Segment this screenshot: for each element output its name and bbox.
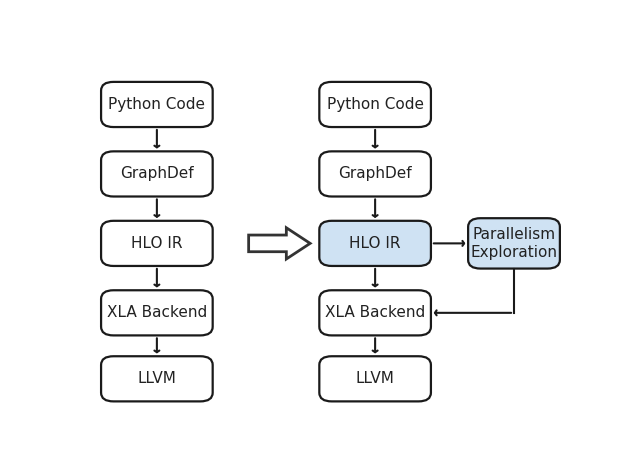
Text: HLO IR: HLO IR bbox=[131, 236, 182, 251]
Text: Python Code: Python Code bbox=[326, 97, 424, 112]
Text: XLA Backend: XLA Backend bbox=[107, 305, 207, 320]
FancyBboxPatch shape bbox=[468, 218, 560, 268]
FancyBboxPatch shape bbox=[101, 356, 212, 401]
FancyBboxPatch shape bbox=[319, 356, 431, 401]
Text: Parallelism
Exploration: Parallelism Exploration bbox=[470, 227, 557, 260]
FancyBboxPatch shape bbox=[319, 221, 431, 266]
Text: LLVM: LLVM bbox=[356, 371, 394, 387]
Text: GraphDef: GraphDef bbox=[120, 166, 194, 181]
Text: XLA Backend: XLA Backend bbox=[325, 305, 425, 320]
FancyBboxPatch shape bbox=[319, 152, 431, 197]
FancyBboxPatch shape bbox=[319, 290, 431, 336]
Text: GraphDef: GraphDef bbox=[339, 166, 412, 181]
Polygon shape bbox=[249, 228, 310, 259]
Text: Python Code: Python Code bbox=[108, 97, 205, 112]
Text: HLO IR: HLO IR bbox=[349, 236, 401, 251]
FancyBboxPatch shape bbox=[101, 290, 212, 336]
Text: LLVM: LLVM bbox=[138, 371, 176, 387]
FancyBboxPatch shape bbox=[101, 152, 212, 197]
FancyBboxPatch shape bbox=[319, 82, 431, 127]
FancyBboxPatch shape bbox=[101, 221, 212, 266]
FancyBboxPatch shape bbox=[101, 82, 212, 127]
